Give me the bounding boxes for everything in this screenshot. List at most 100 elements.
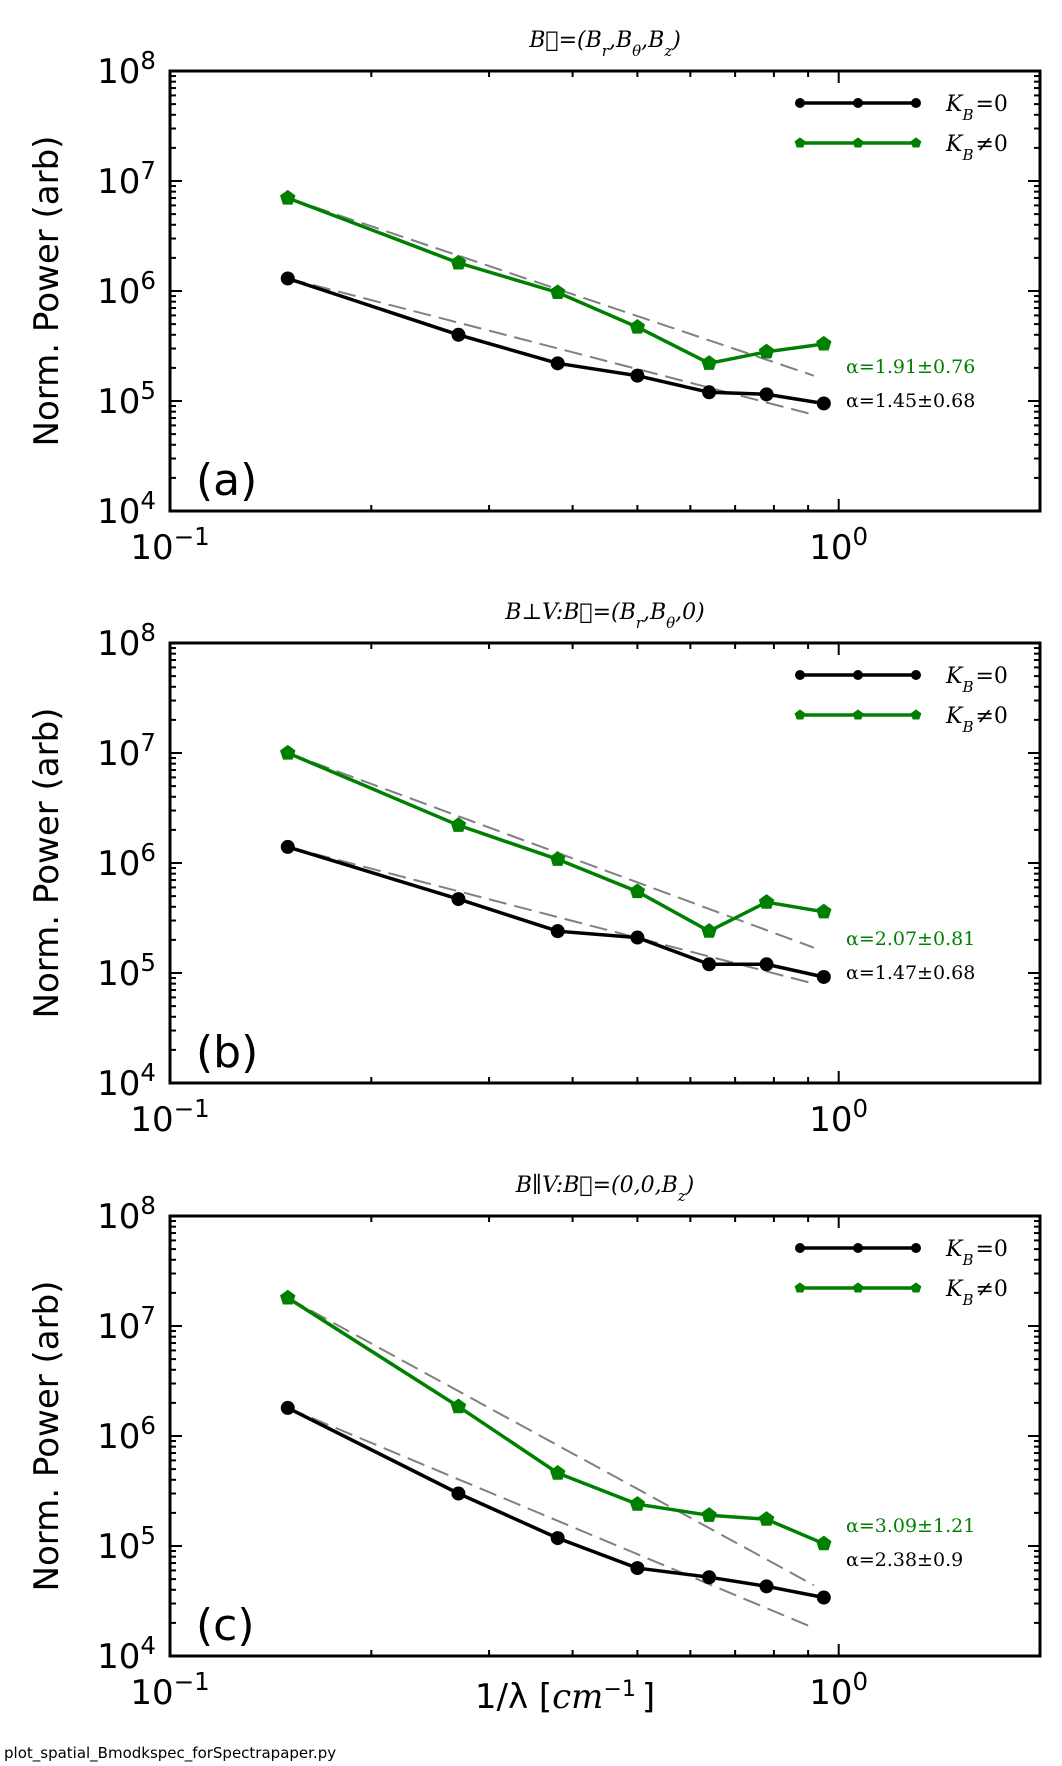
y-axis-label: Norm. Power (arb)	[27, 1281, 67, 1592]
chart-title: B∥V:B⃗=(0,0,Bz)	[515, 1173, 695, 1205]
data-point	[816, 335, 832, 351]
panel-label: (b)	[196, 1027, 258, 1078]
y-axis-label: Norm. Power (arb)	[27, 708, 67, 1019]
legend-marker	[852, 709, 864, 720]
fit-annotation: α=1.45±0.68	[846, 390, 975, 412]
fit-annotation: α=1.91±0.76	[846, 356, 975, 378]
chart-panel-c: 104 105 106 107 108 10−1 100 Norm. Power (arb) B…	[27, 1173, 1042, 1718]
data-point	[630, 1561, 645, 1576]
legend-marker	[853, 1243, 863, 1253]
data-point	[759, 957, 774, 972]
series-line-kb0	[287, 1406, 825, 1600]
data-point	[550, 356, 565, 371]
data-point	[451, 892, 466, 907]
fit-annotation: α=2.07±0.81	[846, 928, 975, 950]
fit-line-kbne0	[287, 197, 815, 377]
data-point	[550, 284, 566, 299]
fit-line-kbne0	[287, 752, 815, 949]
x-tick-label: 10−1	[130, 1094, 209, 1141]
fit-annotation: α=3.09±1.21	[846, 1515, 975, 1537]
data-point	[550, 851, 566, 866]
panel-label: (a)	[196, 455, 257, 506]
fit-annotation: α=2.38±0.9	[846, 1549, 963, 1571]
legend-marker	[910, 137, 922, 148]
legend-label: KB=0	[945, 92, 1008, 124]
data-point	[701, 1507, 717, 1522]
data-point	[280, 744, 296, 760]
data-point	[816, 1590, 831, 1605]
legend-marker	[852, 1282, 864, 1293]
chart-panel-b: 104 105 106 107 108 10−1 100 Norm. Power (arb) B…	[27, 600, 1042, 1141]
legend-label: KB=0	[945, 1237, 1008, 1269]
data-point	[450, 1398, 467, 1414]
data-point	[816, 1535, 832, 1551]
data-point	[702, 957, 717, 972]
plot-frame	[168, 69, 1042, 513]
y-tick-label: 106	[97, 266, 156, 313]
x-tick-label: 10−1	[130, 522, 209, 569]
data-point	[550, 924, 565, 939]
legend-marker	[911, 1243, 921, 1253]
data-point	[450, 817, 467, 832]
series-line-kbne0	[287, 751, 825, 934]
legend-marker	[794, 1282, 806, 1293]
y-tick-label: 106	[97, 1411, 156, 1458]
x-tick-label: 10−1	[130, 1667, 209, 1714]
data-point	[280, 1400, 295, 1415]
data-point	[451, 1486, 466, 1501]
series-line-kbne0	[286, 1296, 825, 1546]
legend-marker	[910, 709, 922, 720]
data-point	[630, 930, 645, 945]
data-point	[629, 318, 646, 334]
fit-annotation: α=1.47±0.68	[846, 962, 975, 984]
data-point	[450, 254, 467, 270]
y-tick-label: 108	[97, 46, 156, 93]
y-tick-label: 105	[97, 948, 156, 995]
legend-marker	[853, 670, 863, 680]
data-point	[758, 1511, 775, 1526]
y-tick-label: 106	[97, 838, 156, 885]
x-tick-label: 100	[809, 1667, 868, 1714]
data-point	[702, 385, 717, 400]
panel-label: (c)	[196, 1600, 255, 1651]
y-tick-label: 107	[97, 728, 156, 775]
x-tick-label: 100	[809, 1094, 868, 1141]
data-point	[758, 894, 775, 909]
chart-title: B⃗=(Br,Bθ,Bz)	[528, 28, 681, 60]
y-tick-label: 108	[97, 1191, 156, 1238]
fit-line-kb0	[287, 845, 815, 985]
y-tick-label: 104	[97, 1058, 156, 1105]
data-point	[280, 189, 296, 205]
legend-label: KB≠0	[945, 1277, 1008, 1309]
data-point	[550, 1531, 565, 1546]
data-point	[451, 327, 466, 342]
data-point	[816, 903, 832, 919]
legend-marker	[794, 709, 806, 720]
series-line-kbne0	[287, 196, 825, 366]
data-point	[629, 1496, 646, 1511]
legend-label: KB=0	[945, 664, 1008, 696]
data-point	[701, 923, 717, 938]
y-axis-label: Norm. Power (arb)	[27, 136, 67, 447]
fit-line-kbne0	[287, 1297, 815, 1587]
x-axis-label: 1/λ [cm−1]	[475, 1677, 655, 1718]
data-point	[280, 1289, 296, 1305]
fit-line-kb0	[287, 1406, 815, 1629]
y-tick-label: 105	[97, 376, 156, 423]
legend-label: KB≠0	[945, 704, 1008, 736]
legend-marker	[853, 98, 863, 108]
legend-marker	[911, 670, 921, 680]
legend-marker	[852, 137, 864, 148]
data-point	[701, 355, 717, 370]
script-filename: plot_spatial_Bmodkspec_forSpectrapaper.p…	[4, 1744, 337, 1762]
y-tick-label: 107	[97, 1301, 156, 1348]
data-point	[630, 368, 645, 383]
plot-frame	[168, 641, 1042, 1085]
data-point	[280, 839, 295, 854]
legend-label: KB≠0	[945, 132, 1008, 164]
chart-panel-a: 104 105 106 107 108 10−1 100 Norm. Power (arb) B…	[27, 28, 1042, 569]
legend-marker	[794, 137, 806, 148]
chart-title: B⊥V:B⃗=(Br,Bθ,0)	[504, 600, 705, 632]
y-tick-label: 108	[97, 618, 156, 665]
